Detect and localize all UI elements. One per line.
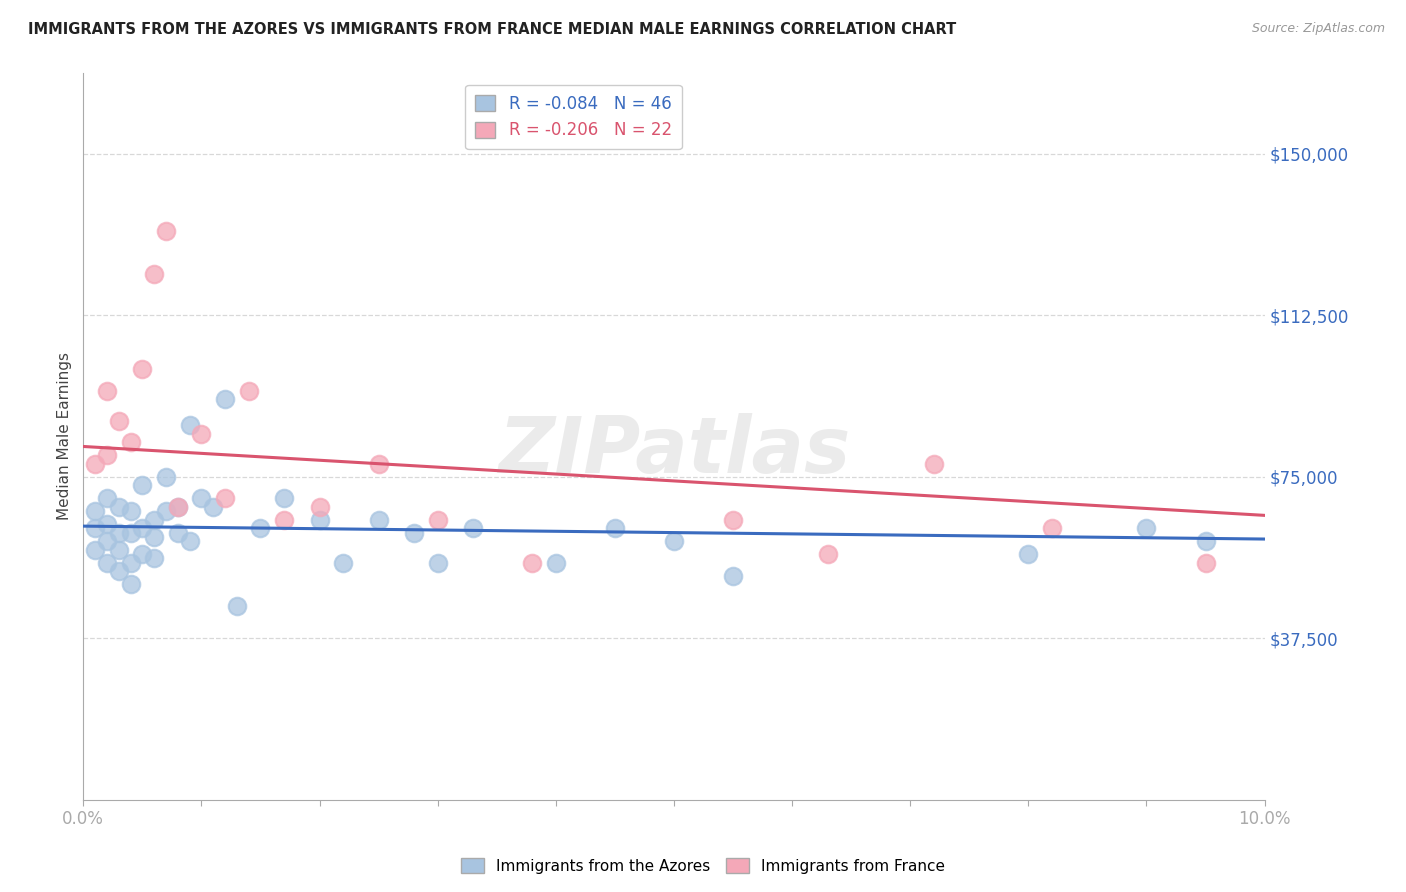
Point	[721, 513, 744, 527]
Point	[225, 599, 247, 613]
Point	[332, 556, 354, 570]
Point	[249, 521, 271, 535]
Point	[155, 224, 177, 238]
Point	[96, 556, 118, 570]
Point	[1017, 547, 1039, 561]
Point	[120, 556, 142, 570]
Point	[143, 530, 166, 544]
Point	[308, 513, 330, 527]
Point	[214, 392, 236, 406]
Point	[721, 568, 744, 582]
Point	[367, 513, 389, 527]
Point	[367, 457, 389, 471]
Y-axis label: Median Male Earnings: Median Male Earnings	[58, 352, 72, 520]
Point	[1194, 556, 1216, 570]
Point	[143, 267, 166, 281]
Point	[84, 542, 107, 557]
Point	[166, 525, 188, 540]
Point	[155, 469, 177, 483]
Point	[817, 547, 839, 561]
Point	[96, 384, 118, 398]
Legend: Immigrants from the Azores, Immigrants from France: Immigrants from the Azores, Immigrants f…	[456, 852, 950, 880]
Text: Source: ZipAtlas.com: Source: ZipAtlas.com	[1251, 22, 1385, 36]
Point	[84, 457, 107, 471]
Point	[107, 414, 129, 428]
Point	[166, 500, 188, 514]
Point	[426, 513, 449, 527]
Point	[1194, 534, 1216, 549]
Point	[308, 500, 330, 514]
Point	[603, 521, 626, 535]
Point	[131, 362, 153, 376]
Point	[96, 534, 118, 549]
Point	[238, 384, 260, 398]
Point	[120, 525, 142, 540]
Point	[273, 491, 295, 505]
Point	[107, 525, 129, 540]
Point	[662, 534, 685, 549]
Point	[1040, 521, 1063, 535]
Point	[1135, 521, 1157, 535]
Point	[155, 504, 177, 518]
Point	[96, 516, 118, 531]
Point	[143, 551, 166, 566]
Point	[179, 417, 201, 432]
Point	[922, 457, 945, 471]
Point	[273, 513, 295, 527]
Point	[402, 525, 425, 540]
Point	[96, 491, 118, 505]
Point	[84, 504, 107, 518]
Point	[190, 426, 212, 441]
Point	[544, 556, 567, 570]
Point	[96, 448, 118, 462]
Text: ZIPatlas: ZIPatlas	[498, 413, 851, 489]
Point	[143, 513, 166, 527]
Point	[131, 521, 153, 535]
Point	[107, 542, 129, 557]
Legend: R = -0.084   N = 46, R = -0.206   N = 22: R = -0.084 N = 46, R = -0.206 N = 22	[465, 85, 682, 149]
Point	[84, 521, 107, 535]
Point	[131, 547, 153, 561]
Point	[461, 521, 484, 535]
Text: IMMIGRANTS FROM THE AZORES VS IMMIGRANTS FROM FRANCE MEDIAN MALE EARNINGS CORREL: IMMIGRANTS FROM THE AZORES VS IMMIGRANTS…	[28, 22, 956, 37]
Point	[214, 491, 236, 505]
Point	[107, 565, 129, 579]
Point	[131, 478, 153, 492]
Point	[522, 556, 544, 570]
Point	[166, 500, 188, 514]
Point	[120, 577, 142, 591]
Point	[120, 504, 142, 518]
Point	[190, 491, 212, 505]
Point	[120, 435, 142, 450]
Point	[179, 534, 201, 549]
Point	[426, 556, 449, 570]
Point	[202, 500, 225, 514]
Point	[107, 500, 129, 514]
